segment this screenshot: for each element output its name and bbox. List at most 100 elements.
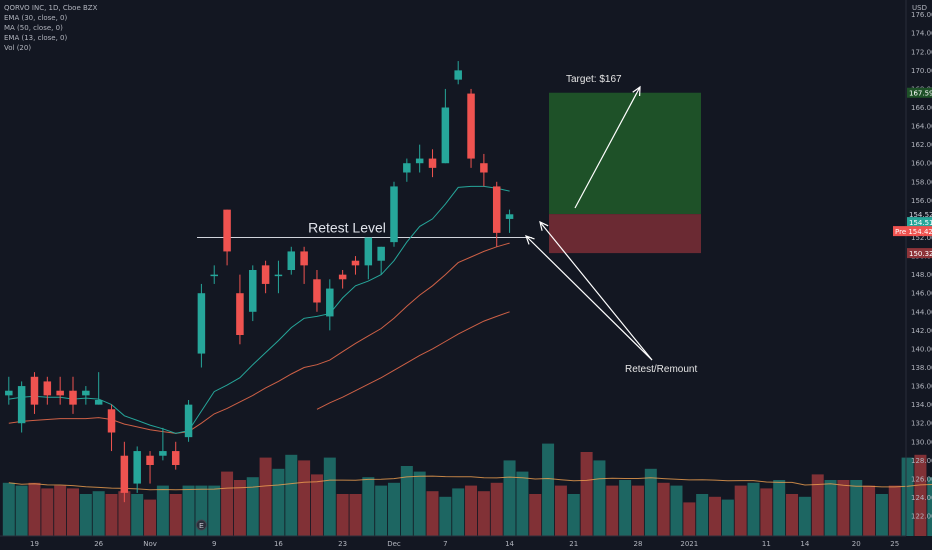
price-tick-label: 140.00 [911, 345, 932, 353]
price-tag-target-text: 167.59 [909, 90, 932, 98]
volume-ma-line [8, 475, 932, 491]
price-tick-label: 176.00 [911, 11, 932, 19]
time-tick-label: Nov [143, 540, 157, 548]
volume-bar [631, 485, 644, 536]
volume-bar [901, 457, 914, 536]
candle-body [30, 376, 39, 405]
price-tick-label: 162.00 [911, 141, 932, 149]
price-tick-label: 156.00 [911, 197, 932, 205]
target-arrow-head [632, 85, 641, 97]
volume-bar [208, 485, 221, 536]
volume-bar [426, 491, 439, 536]
volume-bar [811, 474, 824, 536]
volume-bar [619, 480, 632, 536]
volume-bar [41, 488, 54, 536]
candle-body [120, 455, 129, 493]
candle-body [390, 186, 398, 243]
price-tick-label: 164.00 [911, 123, 932, 131]
price-tick-label: 124.00 [911, 494, 932, 502]
volume-bar [554, 485, 567, 536]
volume-bar [593, 460, 606, 536]
legend-ema30: EMA (30, close, 0) [4, 14, 68, 22]
price-axis-currency: USD [912, 4, 927, 12]
candle-body [184, 404, 193, 438]
volume-bar [118, 491, 131, 536]
candle-body [82, 390, 90, 396]
volume-bar [349, 494, 362, 536]
volume-bar [477, 491, 490, 536]
price-tick-label: 130.00 [911, 438, 932, 446]
earnings-marker-label: E [199, 523, 204, 530]
volume-bar [92, 491, 105, 536]
candle-body [403, 163, 411, 173]
volume-bar [503, 460, 516, 536]
volume-bar [888, 485, 901, 536]
time-tick-label: 14 [505, 540, 514, 548]
volume-bar [272, 468, 285, 536]
ema13-line [8, 185, 510, 434]
volume-bar [465, 485, 478, 536]
volume-bar [863, 485, 876, 536]
legend-ema13: EMA (13, close, 0) [4, 34, 68, 42]
price-tag-stop-bg [907, 248, 932, 259]
volume-bar [375, 485, 388, 536]
price-tick-label: 158.00 [911, 178, 932, 186]
volume-bar [246, 477, 259, 536]
volume-bar [875, 494, 888, 536]
volume-bar [721, 499, 734, 536]
volume-bar [798, 496, 811, 536]
volume-bar [221, 471, 234, 536]
volume-bar [927, 477, 932, 536]
candle-body [223, 209, 231, 252]
candle-body [171, 451, 180, 465]
candle-body [287, 251, 296, 270]
candle-body [107, 409, 116, 433]
candle-body [133, 451, 141, 484]
legend-ma50: MA (50, close, 0) [4, 24, 63, 32]
candle-body [300, 251, 308, 266]
volume-bar [439, 496, 452, 536]
price-tick-label: 142.00 [911, 327, 932, 335]
candle-body [326, 288, 334, 317]
price-tick-label: 122.00 [911, 513, 932, 521]
price-tick-label: 128.00 [911, 457, 932, 465]
remount-arrow-right-head [539, 220, 549, 231]
candle-body [492, 186, 501, 233]
volume-bar [914, 454, 927, 536]
candle-body [313, 279, 321, 303]
volume-bar [28, 482, 41, 536]
time-tick-label: 25 [890, 540, 899, 548]
volume-bar [169, 494, 182, 536]
volume-bar [259, 457, 272, 536]
volume-bar [67, 488, 79, 536]
volume-bar [144, 499, 157, 536]
price-tag-premarket-bg [893, 226, 932, 237]
volume-bar [567, 494, 580, 536]
candle-body [428, 158, 437, 168]
candle-body [351, 260, 360, 266]
legend-volume: Vol (20) [4, 44, 32, 52]
time-tick-label: 9 [212, 540, 216, 548]
volume-bar [79, 494, 92, 536]
volume-bar [400, 466, 413, 536]
volume-bar [323, 457, 336, 536]
volume-bar [850, 480, 863, 536]
price-tick-label: 172.00 [911, 48, 932, 56]
candle-body [338, 274, 347, 280]
time-tick-label: 19 [30, 540, 39, 548]
candle-body [480, 163, 488, 173]
volume-bar [670, 485, 683, 536]
candle-body [146, 455, 154, 465]
target-zone [549, 92, 701, 215]
target-label: Target: $167 [566, 74, 622, 85]
time-tick-label: 16 [274, 540, 283, 548]
candle-body [261, 265, 270, 284]
volume-bar [2, 482, 15, 536]
volume-bar [233, 480, 246, 536]
price-tag-premarket-text: Pre 154.42 [895, 228, 932, 236]
ma50-line [316, 311, 510, 410]
time-tick-label: 28 [633, 540, 642, 548]
volume-bar [285, 454, 298, 536]
